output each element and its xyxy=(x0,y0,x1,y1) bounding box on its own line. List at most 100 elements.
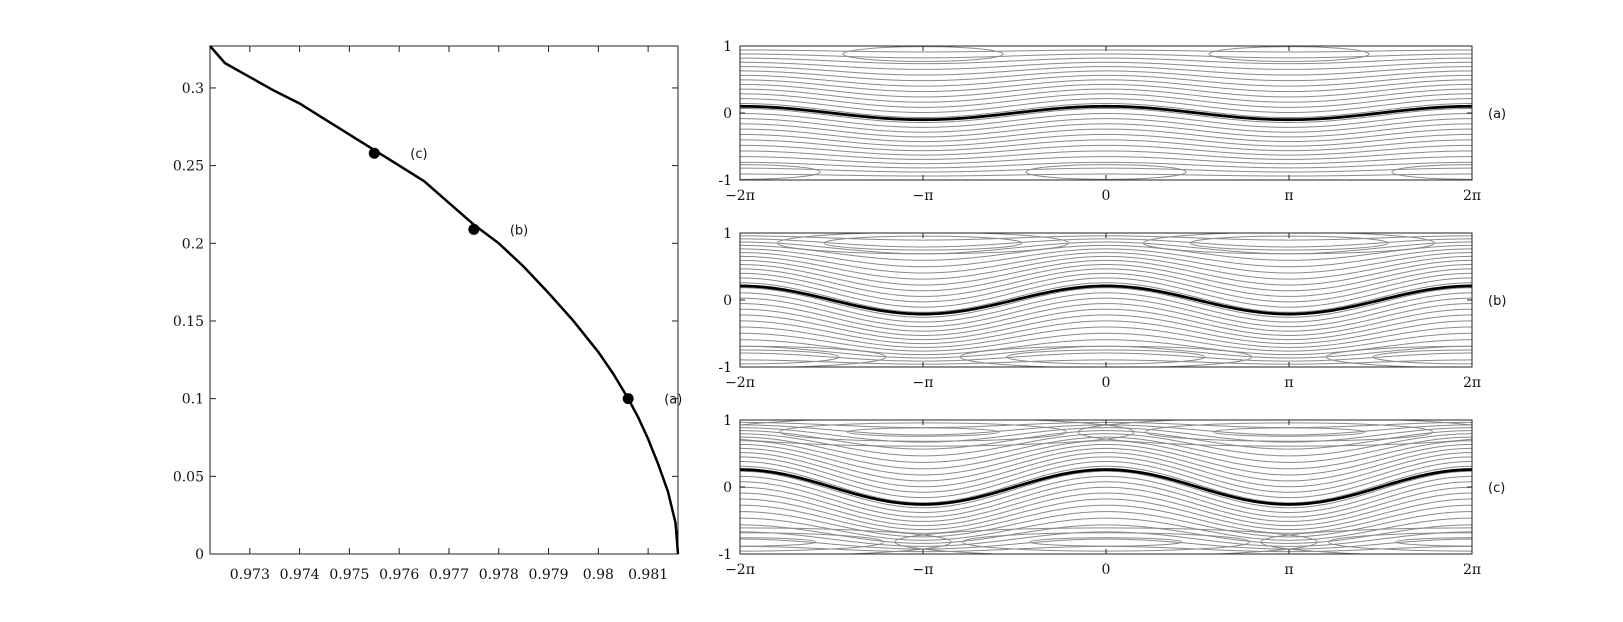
streamline xyxy=(740,244,1472,261)
x-tick-label: −2π xyxy=(725,375,755,391)
x-tick-label: π xyxy=(1284,375,1293,391)
x-tick-label: π xyxy=(1284,562,1293,578)
streamline xyxy=(740,460,1472,499)
x-tick-label: −π xyxy=(913,562,934,578)
streamline-panel: −2π −π 0 π 2π -1 0 1 (a) xyxy=(718,39,1506,204)
streamline xyxy=(740,70,1472,82)
streamline xyxy=(740,517,1472,541)
y-tick-label: 0 xyxy=(195,547,204,563)
streamline xyxy=(740,427,1472,443)
y-tick-label: 0.15 xyxy=(173,314,204,330)
streamline xyxy=(740,268,1472,297)
streamline xyxy=(740,61,1472,70)
y-tick-label: 0 xyxy=(723,293,732,309)
streamline xyxy=(740,440,1472,470)
y-tick-label: -1 xyxy=(718,547,732,563)
streamline xyxy=(740,128,1472,143)
x-tick-label: −π xyxy=(913,188,934,204)
x-tick-label: −π xyxy=(913,375,934,391)
x-tick-label: 0.979 xyxy=(529,567,569,583)
panel-label: (a) xyxy=(1488,107,1506,122)
y-tick-label: 0.05 xyxy=(173,469,204,485)
streamline xyxy=(740,255,1472,280)
streamline xyxy=(740,118,1472,133)
x-tick-label: 0.974 xyxy=(280,567,320,583)
streamline xyxy=(740,481,1472,518)
streamlines-group xyxy=(740,420,1472,554)
y-tick-label: 1 xyxy=(723,39,732,55)
streamline xyxy=(740,320,1472,345)
streamline xyxy=(740,123,1472,138)
streamline xyxy=(740,345,1472,359)
y-tick-label: 0.25 xyxy=(173,159,204,175)
x-tick-label: 0.978 xyxy=(479,567,519,583)
streamline xyxy=(740,332,1472,352)
x-tick-label: 0 xyxy=(1102,188,1111,204)
streamline xyxy=(740,88,1472,103)
streamline xyxy=(740,248,1472,268)
streamline xyxy=(740,282,1472,313)
streamline xyxy=(740,133,1472,147)
point-label: (b) xyxy=(510,223,528,238)
streamline xyxy=(740,167,1472,173)
y-tick-label: 0 xyxy=(723,480,732,496)
streamline xyxy=(740,57,1472,65)
streamline xyxy=(740,83,1472,98)
eddy-bottom xyxy=(1029,537,1183,547)
streamline xyxy=(740,339,1472,356)
y-tick-label: 1 xyxy=(723,226,732,242)
streamline xyxy=(740,456,1472,493)
streamline xyxy=(740,139,1472,152)
streamline xyxy=(740,436,1472,463)
streamline xyxy=(740,504,1472,534)
x-tick-label: 2π xyxy=(1463,188,1481,204)
panel-label: (c) xyxy=(1488,481,1505,496)
streamline xyxy=(740,524,1472,544)
streamline xyxy=(740,150,1472,160)
x-tick-label: 0.981 xyxy=(628,567,668,583)
streamline xyxy=(740,241,1472,255)
streamline xyxy=(740,492,1472,527)
point-label: (c) xyxy=(410,147,427,162)
x-tick-label: 0.977 xyxy=(429,567,469,583)
streamline xyxy=(740,156,1472,165)
streamline xyxy=(740,238,1472,248)
streamline xyxy=(740,173,1472,177)
y-tick-label: 1 xyxy=(723,413,732,429)
x-tick-label: −2π xyxy=(725,562,755,578)
streamline xyxy=(740,297,1472,328)
streamline xyxy=(740,252,1472,274)
eddy-top xyxy=(1144,422,1434,442)
streamline xyxy=(740,303,1472,332)
interface-curve xyxy=(740,104,1472,122)
marked-point xyxy=(368,147,380,159)
eddy-bottom xyxy=(961,532,1251,552)
streamline xyxy=(740,98,1472,114)
x-tick-label: 0.98 xyxy=(583,567,614,583)
x-tick-label: 0.975 xyxy=(329,567,369,583)
streamline xyxy=(740,107,1472,124)
streamline xyxy=(740,66,1472,76)
eddy-top xyxy=(1212,427,1366,437)
eddy-top xyxy=(1189,235,1389,251)
streamline xyxy=(740,475,1472,514)
solution-branch-curve xyxy=(209,45,680,555)
panel-label: (b) xyxy=(1488,294,1506,309)
eddy-top xyxy=(846,427,1000,437)
streamline xyxy=(740,531,1472,547)
streamline xyxy=(740,102,1472,119)
streamline xyxy=(740,308,1472,336)
eddy-bottom xyxy=(894,527,1318,554)
x-tick-label: 0 xyxy=(1102,562,1111,578)
streamline xyxy=(740,74,1472,87)
streamline xyxy=(740,264,1472,292)
streamline xyxy=(740,93,1472,108)
streamline xyxy=(740,287,1472,318)
streamline xyxy=(740,292,1472,323)
point-label: (a) xyxy=(664,393,682,408)
streamline xyxy=(740,352,1472,362)
streamlines-group xyxy=(740,233,1472,367)
bifurcation-chart: 0.973 0.974 0.975 0.976 0.977 0.978 0.979 0.98 0… xyxy=(173,45,682,583)
streamline xyxy=(740,498,1472,531)
